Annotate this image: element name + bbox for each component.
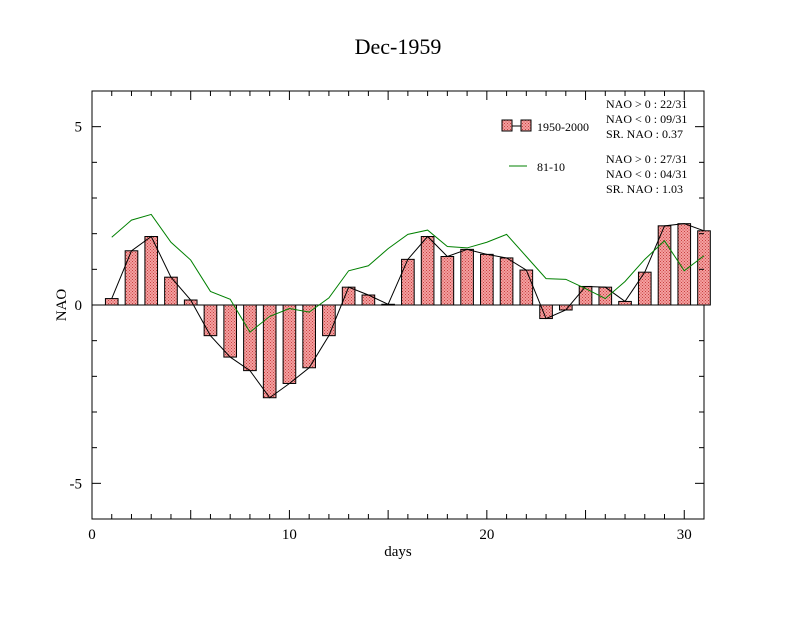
bar-day-25 xyxy=(578,285,593,306)
bar-day-14 xyxy=(361,294,376,306)
bar-day-9 xyxy=(262,304,277,399)
bar-day-12 xyxy=(322,304,336,337)
bar-day-10 xyxy=(282,304,297,384)
annotation-text: SR. NAO : 0.37 xyxy=(606,127,683,141)
annotation-text: NAO < 0 : 04/31 xyxy=(606,167,687,181)
bar-day-22 xyxy=(519,269,534,306)
line-1950-2000 xyxy=(111,223,705,399)
chart-title: Dec-1959 xyxy=(355,34,442,59)
bar-day-3 xyxy=(144,236,159,306)
bar-day-16 xyxy=(401,258,415,306)
bar-day-6 xyxy=(203,304,218,337)
bar-day-1 xyxy=(104,298,119,306)
y-axis-label: NAO xyxy=(54,289,70,322)
x-tick-label: 10 xyxy=(282,527,297,543)
legend-label-81-10: 81-10 xyxy=(537,160,565,174)
y-tick-label: 5 xyxy=(75,120,83,136)
bar-day-20 xyxy=(480,253,494,306)
bar-day-11 xyxy=(302,304,316,369)
bar-day-19 xyxy=(460,248,474,306)
x-tick-label: 20 xyxy=(479,527,494,543)
line-81-10 xyxy=(111,213,705,333)
bar-day-29 xyxy=(657,225,672,306)
bar-day-17 xyxy=(420,236,435,306)
bar-day-7 xyxy=(223,304,238,358)
x-tick-label: 30 xyxy=(677,527,692,543)
legend-label-1950-2000: 1950-2000 xyxy=(537,120,589,134)
bar-day-2 xyxy=(124,250,139,306)
legend-bar-1950-2000 xyxy=(501,119,513,132)
legend-bar-1950-2000 xyxy=(520,119,532,132)
bar-day-13 xyxy=(341,286,356,306)
y-tick-label: 0 xyxy=(75,298,83,314)
bar-day-21 xyxy=(499,257,514,306)
x-tick-label: 0 xyxy=(88,527,96,543)
annotation-text: NAO < 0 : 09/31 xyxy=(606,112,687,126)
bar-day-28 xyxy=(637,271,652,306)
bar-day-18 xyxy=(440,255,455,306)
y-tick-label: -5 xyxy=(70,476,83,492)
annotation-text: NAO > 0 : 27/31 xyxy=(606,152,687,166)
annotation-text: NAO > 0 : 22/31 xyxy=(606,97,687,111)
bar-day-4 xyxy=(164,276,178,306)
x-axis-label: days xyxy=(384,544,412,560)
annotation-text: SR. NAO : 1.03 xyxy=(606,182,683,196)
bar-day-31 xyxy=(697,230,711,306)
bar-day-8 xyxy=(243,304,257,372)
